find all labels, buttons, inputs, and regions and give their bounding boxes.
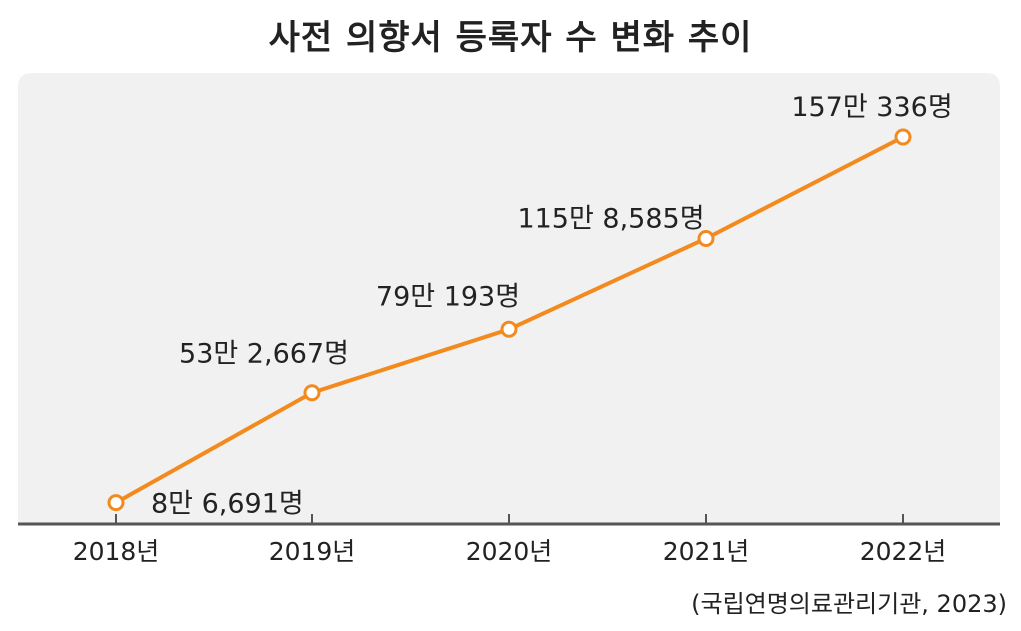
data-point	[894, 128, 912, 146]
x-tick-label: 2020년	[466, 537, 553, 566]
data-point	[107, 494, 125, 512]
data-point	[500, 320, 518, 338]
chart-title: 사전 의향서 등록자 수 변화 추이	[268, 18, 753, 58]
data-point	[697, 229, 715, 247]
x-tick-label: 2022년	[860, 537, 947, 566]
x-tick-label: 2021년	[663, 537, 750, 566]
x-tick-label: 2019년	[269, 537, 356, 566]
data-point	[303, 384, 321, 402]
x-tick-label: 2018년	[73, 537, 160, 566]
data-label: 115만 8,585명	[517, 203, 704, 234]
data-label: 8만 6,691명	[151, 489, 304, 520]
data-label: 79만 193명	[376, 281, 520, 312]
plot-area	[18, 73, 1000, 524]
data-label: 53만 2,667명	[179, 339, 349, 370]
source-note: (국립연명의료관리기관, 2023)	[691, 590, 1007, 618]
data-label: 157만 336명	[791, 92, 952, 123]
